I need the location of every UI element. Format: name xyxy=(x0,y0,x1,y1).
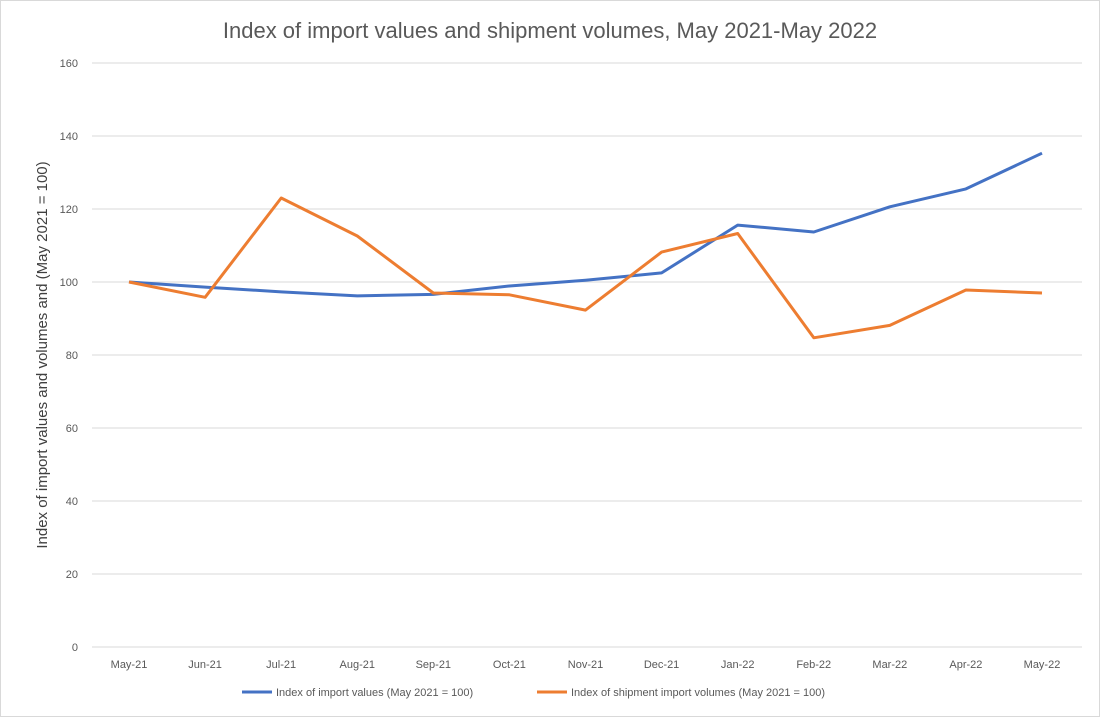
x-tick-label: May-21 xyxy=(111,659,148,671)
x-tick-label: Nov-21 xyxy=(568,659,603,671)
x-tick-label: May-22 xyxy=(1024,659,1061,671)
y-tick-label: 100 xyxy=(60,277,78,289)
y-tick-label: 0 xyxy=(72,642,78,654)
y-tick-label: 20 xyxy=(66,569,78,581)
legend-label: Index of import values (May 2021 = 100) xyxy=(276,687,473,699)
legend-label: Index of shipment import volumes (May 20… xyxy=(571,687,825,699)
x-tick-label: Jul-21 xyxy=(266,659,296,671)
y-tick-label: 160 xyxy=(60,58,78,70)
chart-title: Index of import values and shipment volu… xyxy=(223,18,877,43)
x-tick-label: Feb-22 xyxy=(796,659,831,671)
series-line-0 xyxy=(128,151,1043,298)
x-tick-label: Jun-21 xyxy=(188,659,222,671)
y-tick-label: 40 xyxy=(66,496,78,508)
y-tick-label: 120 xyxy=(60,204,78,216)
x-tick-label: Oct-21 xyxy=(493,659,526,671)
x-tick-label: Aug-21 xyxy=(340,659,375,671)
x-tick-label: Apr-22 xyxy=(949,659,982,671)
x-tick-label: Dec-21 xyxy=(644,659,679,671)
x-tick-label: Mar-22 xyxy=(872,659,907,671)
series-line-1 xyxy=(128,196,1043,340)
y-tick-label: 80 xyxy=(66,350,78,362)
x-tick-label: Sep-21 xyxy=(416,659,451,671)
y-tick-label: 60 xyxy=(66,423,78,435)
y-tick-label: 140 xyxy=(60,131,78,143)
y-axis-label: Index of import values and volumes and (… xyxy=(34,161,51,548)
x-tick-label: Jan-22 xyxy=(721,659,755,671)
